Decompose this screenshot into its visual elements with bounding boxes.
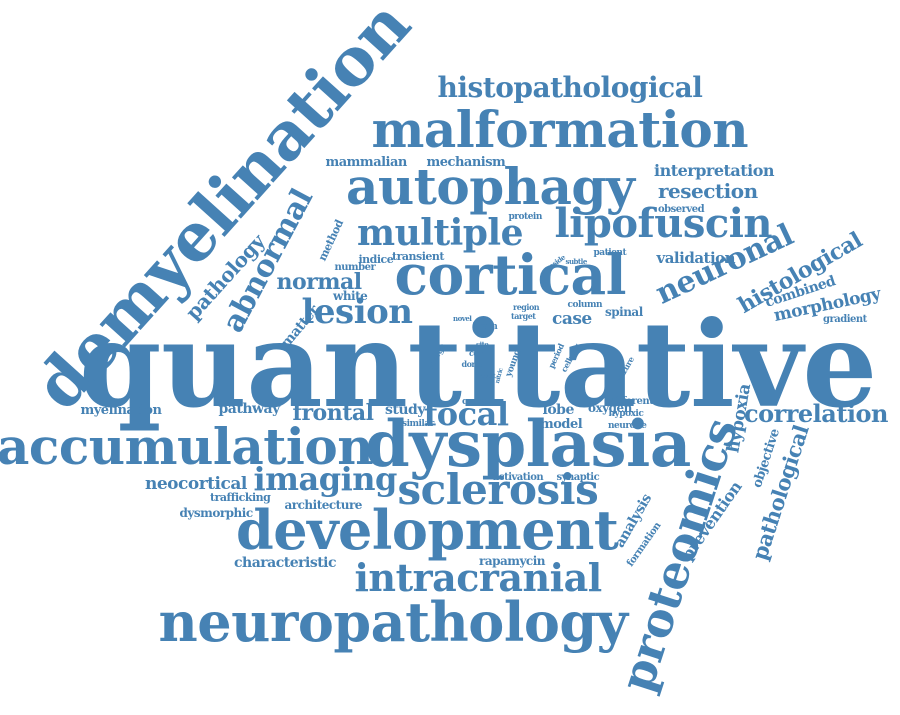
cloud-word: pathological [746,421,814,563]
cloud-word: focal [423,395,509,433]
cloud-word: pathway [218,401,281,417]
cloud-word: oxygen [588,401,632,415]
cloud-word: gradient [823,314,867,325]
cloud-word: model [540,416,583,432]
cloud-word: rapamycin [479,554,546,568]
cloud-word: frontal [292,400,375,426]
cloud-word: subtle [565,256,588,266]
cloud-word: interpretation [654,161,775,180]
cloud-word: dorsal [461,359,487,369]
cloud-word: correlation [744,399,889,428]
cloud-word: characteristic [234,555,337,571]
cloud-word: target [511,311,536,321]
cloud-word: indice [358,252,394,266]
cloud-word: method [315,217,347,263]
cloud-word: lesion [301,292,414,332]
cloud-word: validation [656,248,736,267]
cloud-word: neurone [608,420,647,431]
cloud-word: lipofuscin [554,200,773,247]
cloud-word: cord [469,348,488,358]
cloud-word: histopathological [437,71,703,104]
cloud-word: development [236,498,619,562]
cloud-word: result [478,373,496,380]
cloud-word: observed [658,204,705,215]
cloud-word: accumulation [0,417,374,476]
cloud-word: dysmorphic [179,506,254,520]
cloud-word: novel [453,313,472,323]
cloud-word: quantitative [79,295,877,434]
cloud-word: sclerosis [397,465,599,514]
cloud-word: dysplasia [365,407,691,482]
cloud-word: similar [402,418,434,429]
cloud-word: normal [276,269,363,295]
cloud-word: malformation [371,100,749,159]
cloud-word: region [513,302,540,312]
cloud-word: patient [593,247,627,258]
cloud-word: site [476,339,489,349]
cloud-word: architecture [284,498,363,512]
cloud-word: mechanism [426,154,506,170]
cloud-word: spinal [605,305,643,319]
cloud-word: synaptic [556,472,600,483]
cloud-word: neocortical [145,473,247,494]
cloud-word: cortical [394,241,627,307]
cloud-word: hypoxic [608,408,644,419]
cloud-word: trafficking [210,490,271,504]
cloud-word: case [552,308,592,329]
cloud-word: myelination [80,402,162,418]
cloud-word: brain [473,321,498,332]
cloud-word: different [608,396,654,407]
cloud-word: activation [492,472,544,483]
cloud-word: column [567,299,603,310]
cloud-word: white [333,289,368,303]
cloud-word: lobe [542,402,575,418]
cloud-word: number [334,262,376,273]
cloud-word: study [385,402,425,418]
cloud-word: protein [508,211,543,222]
cloud-word: resection [658,179,758,203]
cloud-word: intracranial [354,555,603,600]
cloud-word: cause [462,396,489,407]
cloud-word: transient [392,249,444,263]
cloud-word: neuropathology [158,590,628,654]
cloud-word: multiple [357,212,524,254]
cloud-word: imaging [253,460,398,498]
cloud-word: mammalian [325,154,408,170]
cloud-word: autophagy [346,157,635,216]
